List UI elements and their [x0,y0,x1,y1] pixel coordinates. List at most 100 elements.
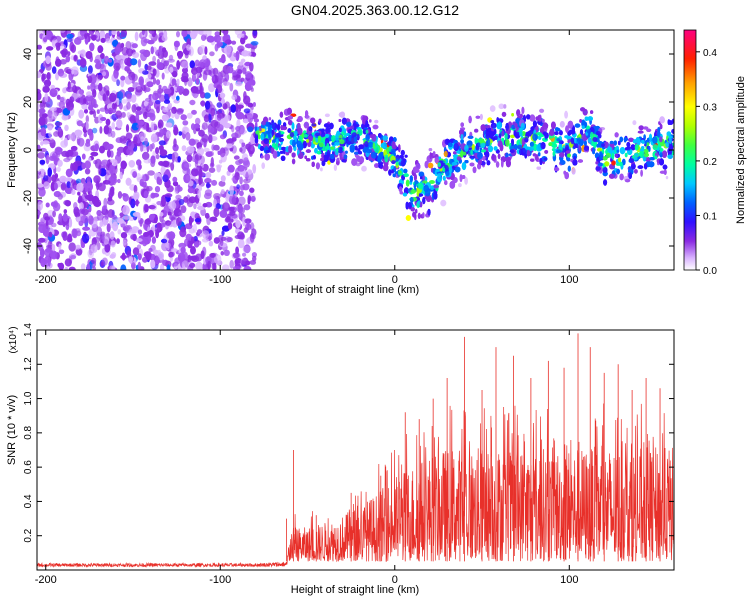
heatmap-cell [161,72,165,80]
heatmap-cell [194,241,200,248]
heatmap-cell [200,100,206,106]
heatmap-cell [218,180,226,187]
heatmap-cell [121,47,129,56]
heatmap-cell [247,126,254,133]
heatmap-cell [182,88,190,97]
heatmap-cell [106,90,110,96]
heatmap-cell [53,182,58,190]
heatmap-cell [242,216,246,227]
heatmap-cell [159,212,164,217]
heatmap-cell [216,84,223,94]
heatmap-cell [136,244,142,250]
heatmap-cell [58,243,62,251]
heatmap-cell [154,256,160,265]
heatmap-cell [176,60,181,70]
heatmap-cell [106,143,114,150]
heatmap-cell [65,55,71,63]
heatmap-cell [201,230,210,239]
heatmap-cell [172,262,178,267]
heatmap-cell [116,150,122,157]
heatmap-cell [189,60,195,69]
heatmap-cell [122,215,131,220]
heatmap-cell [106,149,112,158]
heatmap-cell [142,256,148,263]
heatmap-cell [138,76,144,86]
heatmap-cell [201,34,207,41]
heatmap-cell [235,81,243,87]
heatmap-cell [199,44,207,55]
heatmap-cell [45,154,50,165]
heatmap-cell [93,98,97,109]
heatmap-cell [132,52,140,58]
heatmap-cell [121,252,126,261]
heatmap-cell [84,109,88,114]
heatmap-cell [43,37,48,43]
heatmap-cell [245,238,250,246]
heatmap-cell [146,81,154,88]
heatmap-cell [88,104,94,111]
heatmap-cell [80,263,86,270]
heatmap-cell [110,186,115,193]
heatmap-cell [52,202,61,212]
heatmap-cell [70,44,76,53]
heatmap-cell [119,218,124,225]
heatmap-cell [58,213,63,223]
heatmap-cell [188,215,193,226]
heatmap-cell [74,37,82,45]
heatmap-cell [85,141,91,147]
heatmap-cell [85,181,93,192]
heatmap-cell [244,71,252,79]
heatmap-cell [39,174,45,179]
heatmap-cell [218,78,222,85]
heatmap-cell [320,167,323,172]
heatmap-cell [137,120,145,126]
heatmap-cell [178,211,183,217]
heatmap-cell [226,142,233,149]
chart-title: GN04.2025.363.00.12.G12 [291,2,459,18]
heatmap-cell [164,61,168,67]
heatmap-cell [177,252,186,262]
heatmap-cell [140,51,148,62]
heatmap-cell [48,155,57,161]
heatmap-cell [102,180,111,185]
heatmap-cell [132,233,137,242]
heatmap-cell [208,167,216,174]
heatmap-cell [50,35,57,41]
heatmap-cell [191,67,198,75]
heatmap-cell [163,88,172,95]
heatmap-cell [150,46,154,55]
heatmap-cell [62,231,68,242]
heatmap-cell [195,77,200,85]
heatmap-cell [66,33,74,39]
heatmap-cell [232,71,237,76]
heatmap-cell [124,65,130,72]
heatmap-cell [113,62,121,71]
heatmap-cell [104,213,109,220]
heatmap-cell [55,147,63,153]
heatmap-cell [148,247,153,253]
heatmap-cell [101,233,105,243]
heatmap-cell [195,117,201,125]
heatmap-cell [82,226,90,231]
heatmap-cell [185,132,191,141]
heatmap-cell [202,263,207,270]
heatmap-cell [203,192,212,200]
heatmap-cell [135,86,143,93]
heatmap-cell [133,136,138,143]
heatmap-cell [242,252,247,257]
heatmap-cell [243,108,251,114]
heatmap-cell [144,137,149,146]
heatmap-cell [510,134,515,138]
heatmap-cell [88,215,94,225]
heatmap-cell [205,58,209,67]
heatmap-cell [489,105,496,112]
heatmap-cell [101,205,107,214]
heatmap-cell [498,103,505,110]
heatmap-cell [168,242,172,252]
heatmap-cell [132,212,141,217]
heatmap-cell [120,264,127,270]
heatmap-cell [161,238,168,244]
heatmap-cell [89,42,95,52]
heatmap-cell [155,228,160,239]
heatmap-cell [60,182,67,191]
